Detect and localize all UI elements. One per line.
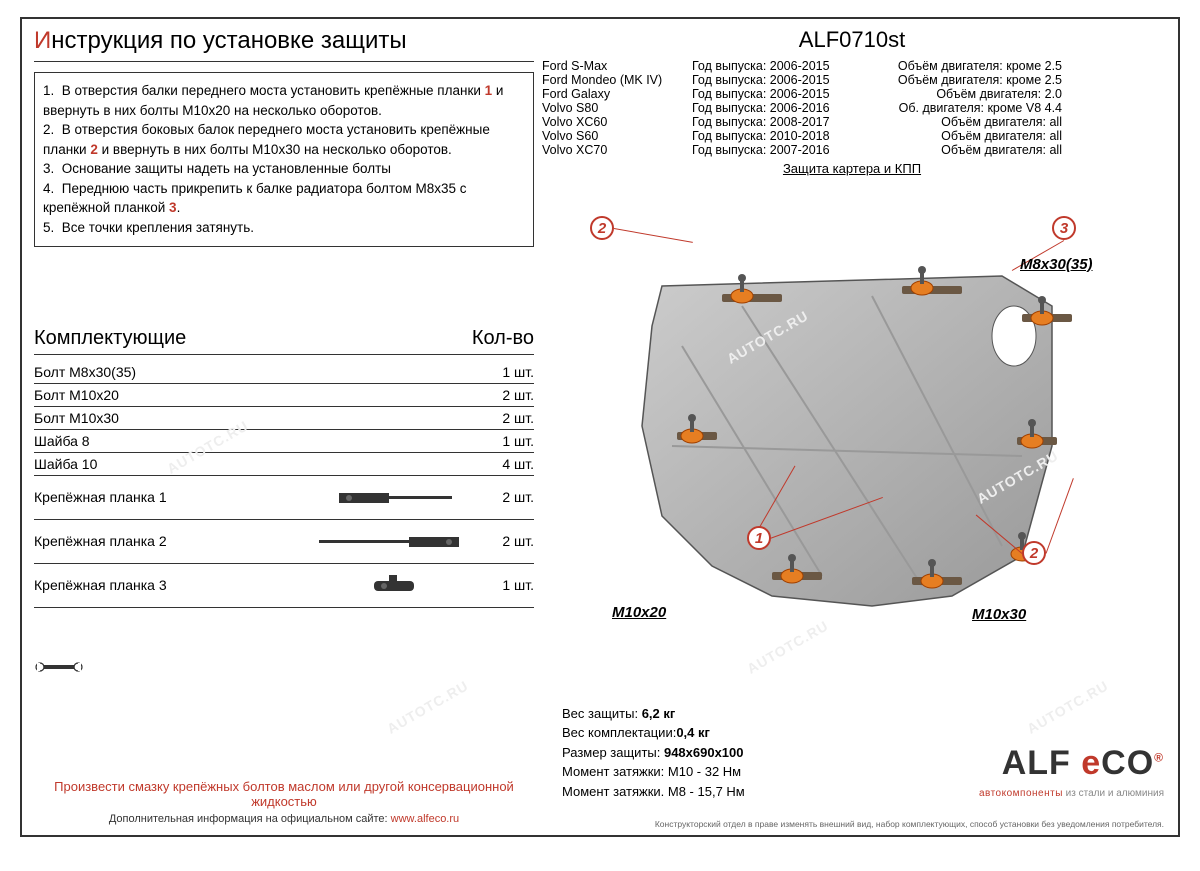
page-frame: Инструкция по установке защиты 1. В отве… xyxy=(20,17,1180,837)
vehicle-row: Ford Mondeo (MK IV)Год выпуска: 2006-201… xyxy=(542,73,1162,87)
page-title: Инструкция по установке защиты xyxy=(34,27,534,62)
instruction-step: 2. В отверстия боковых балок переднего м… xyxy=(43,120,525,159)
callout-2: 2 xyxy=(1022,541,1046,565)
parts-row: Шайба 10 4 шт. xyxy=(34,453,534,476)
watermark: AUTOTC.RU xyxy=(744,617,831,676)
part-name: Шайба 10 xyxy=(34,456,314,472)
part-name: Шайба 8 xyxy=(34,433,314,449)
instruction-step: 5. Все точки крепления затянуть. xyxy=(43,218,525,238)
parts-row: Болт М10х30 2 шт. xyxy=(34,407,534,430)
shield-svg xyxy=(622,246,1082,626)
part-qty: 2 шт. xyxy=(474,387,534,403)
spec-line: Момент затяжки. М8 - 15,7 Нм xyxy=(562,782,745,802)
parts-row: Болт М10х20 2 шт. xyxy=(34,384,534,407)
vehicle-row: Ford GalaxyГод выпуска: 2006-2015Объём д… xyxy=(542,87,1162,101)
vehicle-table: Ford S-MaxГод выпуска: 2006-2015Объём дв… xyxy=(542,59,1162,157)
wrench-icon xyxy=(34,659,84,675)
parts-row: Шайба 8 1 шт. xyxy=(34,430,534,453)
shield-diagram: 2 3 1 2 M8x30(35) M10x20 M10x30 xyxy=(542,186,1142,626)
spec-line: Момент затяжки: М10 - 32 Нм xyxy=(562,762,745,782)
part-name: Болт М10х30 xyxy=(34,410,314,426)
bolt-label: M10x30 xyxy=(972,606,1026,623)
part-name: Болт М8х30(35) xyxy=(34,364,314,380)
specs-block: Вес защиты: 6,2 кгВес комплектации:0,4 к… xyxy=(562,704,745,802)
brand-logo: ALF eCO® автокомпоненты из стали и алюми… xyxy=(979,744,1164,801)
site-link[interactable]: www.alfeco.ru xyxy=(391,813,459,825)
part-qty: 1 шт. xyxy=(474,577,534,593)
bolt-label: M8x30(35) xyxy=(1020,256,1093,273)
part-qty: 2 шт. xyxy=(474,410,534,426)
logo-text: ALF eCO® xyxy=(979,744,1164,783)
spec-line: Размер защиты: 948x690x100 xyxy=(562,743,745,763)
parts-row: Крепёжная планка 3 1 шт. xyxy=(34,564,534,608)
vehicle-row: Volvo S80Год выпуска: 2006-2016Об. двига… xyxy=(542,101,1162,115)
logo-tagline: автокомпоненты из стали и алюминия xyxy=(979,783,1164,801)
parts-row: Крепёжная планка 2 2 шт. xyxy=(34,520,534,564)
parts-table: Болт М8х30(35)1 шт.Болт М10х202 шт.Болт … xyxy=(34,361,534,608)
parts-row: Крепёжная планка 1 2 шт. xyxy=(34,476,534,520)
protection-subtitle: Защита картера и КПП xyxy=(542,161,1162,176)
title-rest: нструкция по установке защиты xyxy=(51,27,406,54)
watermark: AUTOTC.RU xyxy=(384,677,471,736)
spec-line: Вес комплектации:0,4 кг xyxy=(562,723,745,743)
spec-line: Вес защиты: 6,2 кг xyxy=(562,704,745,724)
title-first-letter: И xyxy=(34,27,51,54)
part-name: Крепёжная планка 2 xyxy=(34,533,314,549)
vehicle-row: Ford S-MaxГод выпуска: 2006-2015Объём дв… xyxy=(542,59,1162,73)
instruction-step: 1. В отверстия балки переднего моста уст… xyxy=(43,81,525,120)
part-image xyxy=(314,485,474,509)
vehicle-row: Volvo XC70Год выпуска: 2007-2016Объём дв… xyxy=(542,143,1162,157)
right-column: ALF0710st Ford S-MaxГод выпуска: 2006-20… xyxy=(542,27,1162,626)
part-name: Крепёжная планка 1 xyxy=(34,489,314,505)
part-qty: 1 шт. xyxy=(474,364,534,380)
instruction-step: 3. Основание защиты надеть на установлен… xyxy=(43,159,525,179)
part-qty: 2 шт. xyxy=(474,533,534,549)
leader-line xyxy=(614,228,693,243)
part-image xyxy=(314,573,474,597)
part-qty: 2 шт. xyxy=(474,489,534,505)
parts-header-left: Комплектующие xyxy=(34,327,186,350)
part-name: Крепёжная планка 3 xyxy=(34,577,314,593)
bolt-label: M10x20 xyxy=(612,604,666,621)
lubrication-note: Произвести смазку крепёжных болтов масло… xyxy=(34,779,534,809)
parts-header-right: Кол-во xyxy=(472,327,534,350)
part-qty: 1 шт. xyxy=(474,433,534,449)
vehicle-row: Volvo S60Год выпуска: 2010-2018Объём дви… xyxy=(542,129,1162,143)
callout-3: 3 xyxy=(1052,216,1076,240)
callout-2: 2 xyxy=(590,216,614,240)
parts-row: Болт М8х30(35) 1 шт. xyxy=(34,361,534,384)
product-code: ALF0710st xyxy=(542,27,1162,53)
callout-1: 1 xyxy=(747,526,771,550)
instructions-box: 1. В отверстия балки переднего моста уст… xyxy=(34,72,534,247)
part-image xyxy=(314,529,474,553)
left-column: Инструкция по установке защиты 1. В отве… xyxy=(34,27,534,608)
footer-site: Дополнительная информация на официальном… xyxy=(34,813,534,825)
part-name: Болт М10х20 xyxy=(34,387,314,403)
vehicle-row: Volvo XC60Год выпуска: 2008-2017Объём дв… xyxy=(542,115,1162,129)
instruction-step: 4. Переднюю часть прикрепить к балке рад… xyxy=(43,179,525,218)
parts-header: Комплектующие Кол-во xyxy=(34,327,534,355)
disclaimer: Конструкторский отдел в праве изменять в… xyxy=(655,819,1164,829)
watermark: AUTOTC.RU xyxy=(1024,677,1111,736)
part-qty: 4 шт. xyxy=(474,456,534,472)
